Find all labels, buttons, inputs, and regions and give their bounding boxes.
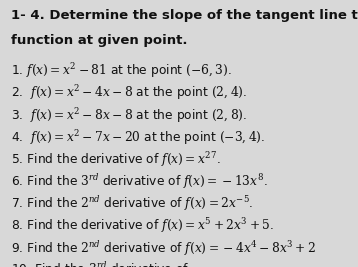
- Text: 3.  $f(x) = x^2 - 8x - 8$ at the point $(2,8)$.: 3. $f(x) = x^2 - 8x - 8$ at the point $(…: [11, 106, 247, 125]
- Text: 9. Find the $2^{nd}$ derivative of $f(x) = -4x^4 - 8x^3 + 2$: 9. Find the $2^{nd}$ derivative of $f(x)…: [11, 239, 316, 258]
- Text: function at given point.: function at given point.: [11, 34, 187, 47]
- Text: 4.  $f(x) = x^2 - 7x - 20$ at the point $(-3,4)$.: 4. $f(x) = x^2 - 7x - 20$ at the point $…: [11, 128, 265, 147]
- Text: 6. Find the $3^{rd}$ derivative of $f(x) = -13x^8$.: 6. Find the $3^{rd}$ derivative of $f(x)…: [11, 172, 267, 191]
- Text: 1- 4. Determine the slope of the tangent line to the: 1- 4. Determine the slope of the tangent…: [11, 9, 358, 22]
- Text: 1. $f(x) = x^2 - 81$ at the point $(-6,3)$.: 1. $f(x) = x^2 - 81$ at the point $(-6,3…: [11, 61, 231, 80]
- Text: 7. Find the $2^{nd}$ derivative of $f(x) = 2x^{-5}$.: 7. Find the $2^{nd}$ derivative of $f(x)…: [11, 194, 253, 213]
- Text: 2.  $f(x) = x^2 - 4x - 8$ at the point $(2,4)$.: 2. $f(x) = x^2 - 4x - 8$ at the point $(…: [11, 84, 247, 103]
- Text: 5. Find the derivative of $f(x) = x^{27}$.: 5. Find the derivative of $f(x) = x^{27}…: [11, 150, 221, 169]
- Text: 10. Find the $3^{rd}$ derivative of: 10. Find the $3^{rd}$ derivative of: [11, 261, 189, 267]
- Text: 8. Find the derivative of $f(x) = x^5 + 2x^3 + 5$.: 8. Find the derivative of $f(x) = x^5 + …: [11, 217, 274, 235]
